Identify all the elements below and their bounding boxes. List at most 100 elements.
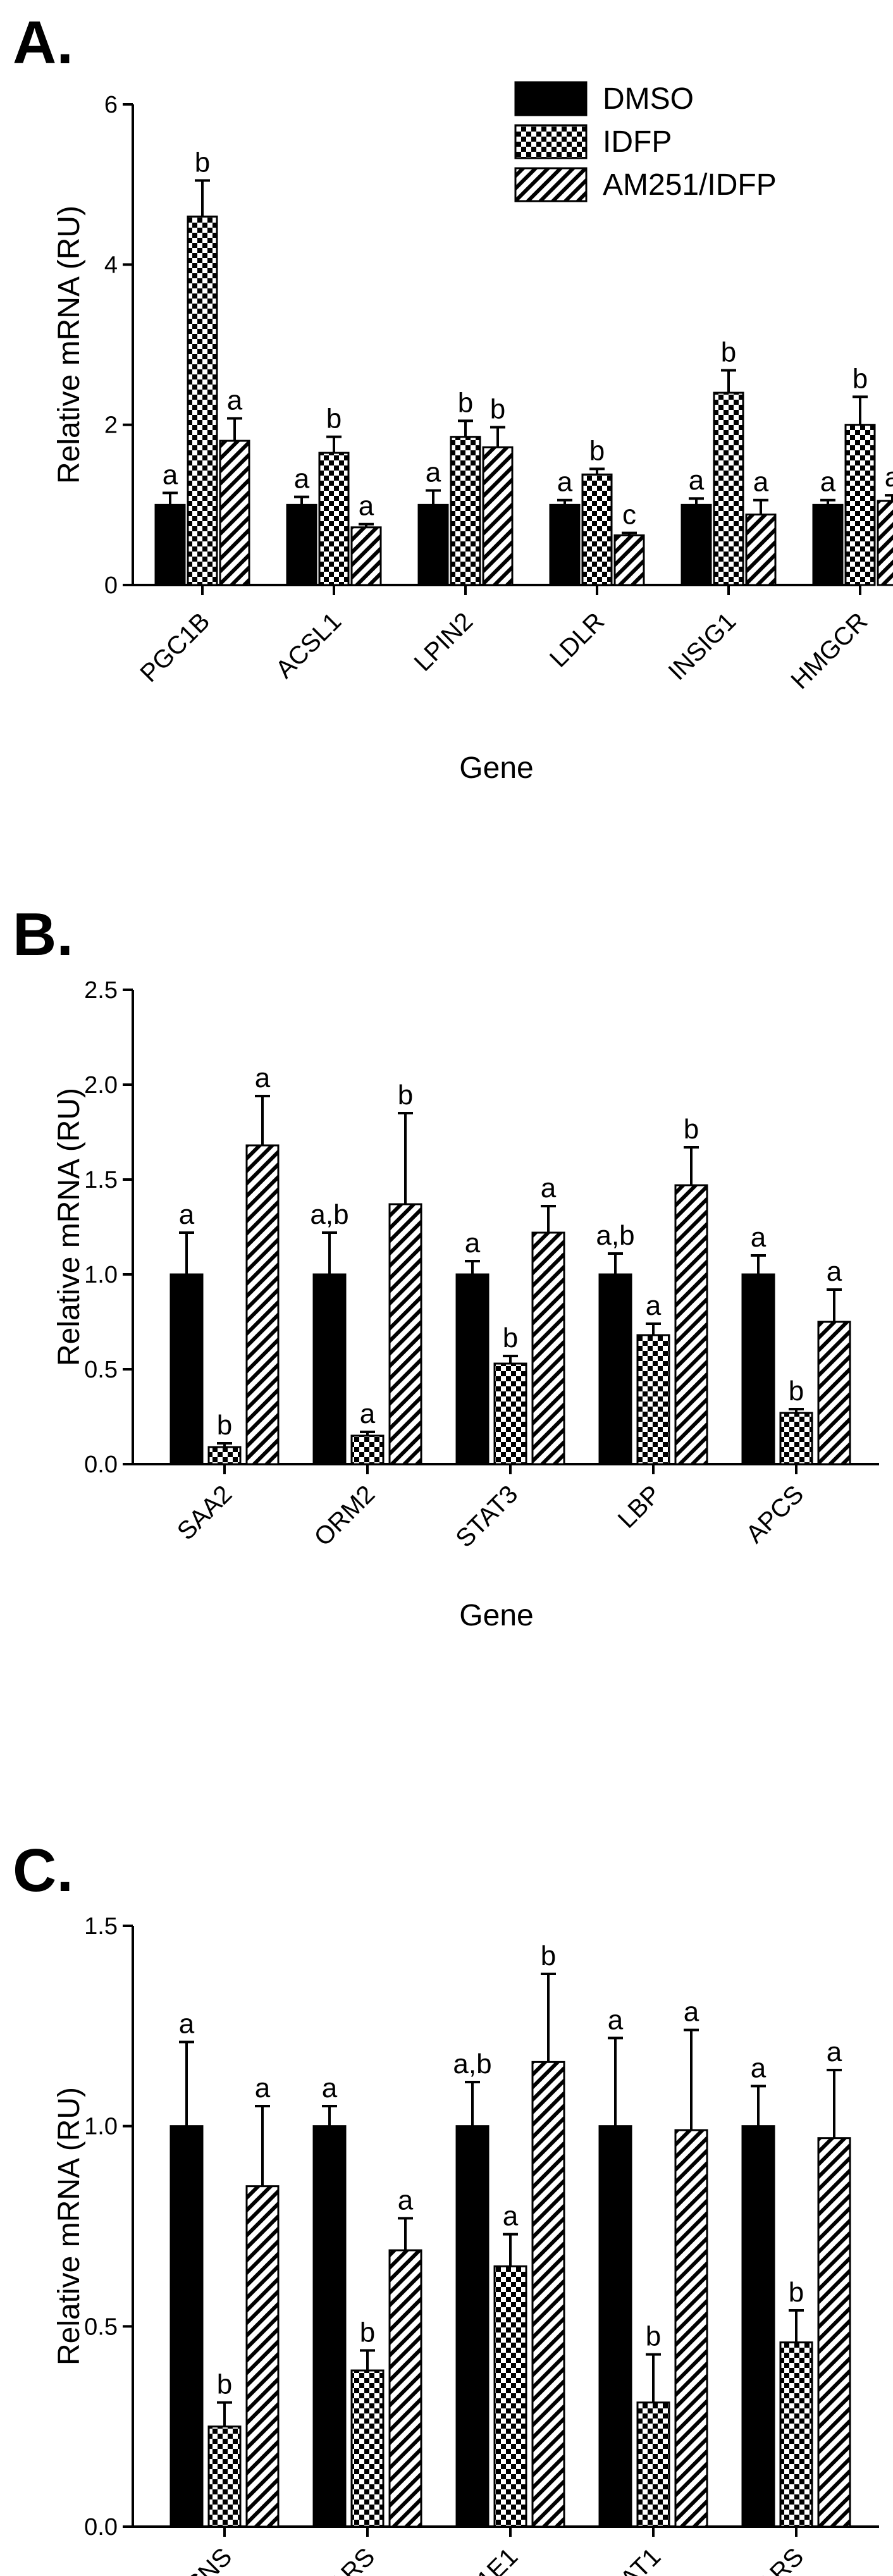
y-axis-title: Relative mRNA (RU): [52, 2087, 86, 2365]
y-tick-label: 1.5: [84, 1167, 118, 1193]
significance-label: a: [503, 2201, 519, 2232]
x-tick-label: LDLR: [545, 607, 610, 672]
y-tick-label: 0.0: [84, 2514, 118, 2541]
significance-label: a: [753, 467, 769, 498]
bar: [877, 500, 893, 586]
significance-label: b: [853, 363, 868, 394]
y-tick-label: 2.0: [84, 1072, 118, 1099]
bar: [598, 2125, 632, 2528]
significance-label: a: [294, 464, 310, 495]
x-tick-label: RARS: [740, 2542, 810, 2576]
significance-label: b: [789, 2277, 804, 2308]
significance-label: b: [503, 1322, 518, 1353]
y-tick-label: 2: [104, 412, 118, 439]
bar: [581, 473, 613, 586]
y-tick-label: 0.5: [84, 1357, 118, 1383]
legend-label: DMSO: [603, 82, 694, 116]
x-tick-label: STAT3: [450, 1480, 523, 1553]
bar: [187, 215, 218, 586]
bar: [844, 424, 876, 586]
y-tick-label: 1.0: [84, 2114, 118, 2140]
y-tick-label: 0: [104, 572, 118, 599]
bar: [350, 2369, 385, 2528]
significance-label: b: [789, 1376, 804, 1407]
panel-letter: A.: [13, 9, 73, 77]
bar: [779, 1412, 813, 1465]
bar: [207, 2425, 242, 2528]
significance-label: a: [179, 2009, 195, 2040]
x-tick-label: AARS: [312, 2542, 380, 2576]
bar: [741, 2125, 775, 2528]
bar: [312, 2125, 347, 2528]
bar: [636, 1334, 670, 1465]
significance-label: a: [322, 2073, 338, 2104]
significance-label: b: [360, 2317, 375, 2348]
y-tick-label: 0.0: [84, 1451, 118, 1478]
y-tick-label: 2.5: [84, 977, 118, 1004]
significance-label: a: [751, 2052, 767, 2083]
significance-label: a,b: [453, 2049, 491, 2080]
bar: [169, 1273, 204, 1465]
y-tick-label: 6: [104, 92, 118, 118]
x-tick-label: LPIN2: [409, 607, 479, 677]
significance-label: b: [721, 337, 736, 368]
y-tick-label: 1.5: [84, 1913, 118, 1940]
significance-label: a: [820, 467, 836, 498]
bar: [741, 1273, 775, 1465]
bar: [745, 514, 777, 586]
bar: [482, 446, 514, 586]
significance-label: a: [426, 457, 441, 488]
significance-label: a: [465, 1228, 481, 1259]
bar: [154, 503, 186, 586]
significance-label: a: [359, 491, 374, 522]
significance-label: c: [622, 500, 636, 531]
bar: [207, 1446, 242, 1465]
legend-swatch: [514, 124, 588, 159]
significance-label: a: [557, 467, 573, 498]
significance-label: a: [179, 1199, 195, 1230]
significance-label: a: [684, 1997, 699, 2028]
y-tick-label: 1.0: [84, 1262, 118, 1288]
y-axis-title: Relative mRNA (RU): [52, 206, 86, 484]
x-tick-label: ACSL1: [271, 607, 347, 684]
significance-label: b: [398, 1080, 413, 1111]
bar: [493, 2265, 527, 2528]
bar: [245, 2185, 280, 2528]
x-tick-label: APCS: [741, 1480, 809, 1548]
x-axis-title: Gene: [459, 751, 533, 785]
bar: [493, 1362, 527, 1465]
bar: [455, 2125, 490, 2528]
significance-label: a: [827, 1256, 842, 1287]
bar: [598, 1273, 632, 1465]
bar: [455, 1273, 490, 1465]
significance-label: b: [490, 393, 505, 424]
x-tick-label: HMGCR: [785, 607, 873, 694]
significance-label: a: [689, 465, 705, 496]
bar: [531, 1231, 565, 1465]
significance-label: b: [217, 1410, 232, 1441]
legend-swatch: [514, 81, 588, 116]
y-tick-label: 0.5: [84, 2314, 118, 2340]
significance-label: b: [646, 2321, 661, 2352]
significance-label: b: [195, 147, 210, 178]
panel-letter: B.: [13, 901, 73, 968]
significance-label: a: [608, 2004, 624, 2035]
bar: [318, 452, 350, 586]
x-tick-label: PGC1B: [135, 607, 215, 687]
x-axis-title: Gene: [459, 1599, 533, 1632]
x-tick-label: SAA2: [172, 1480, 237, 1545]
significance-label: a,b: [596, 1220, 634, 1251]
x-tick-label: ORM2: [309, 1480, 381, 1551]
panel-letter: C.: [13, 1837, 73, 1904]
significance-label: b: [541, 1940, 556, 1971]
bar: [350, 1434, 385, 1465]
significance-label: a: [827, 2037, 842, 2068]
bar: [779, 2341, 813, 2528]
x-tick-label: EEF1E1: [437, 2542, 523, 2576]
x-tick-label: INSIG1: [663, 607, 742, 686]
significance-label: b: [458, 387, 473, 418]
bar: [169, 2125, 204, 2528]
bar: [549, 503, 581, 586]
significance-label: a: [163, 459, 178, 490]
